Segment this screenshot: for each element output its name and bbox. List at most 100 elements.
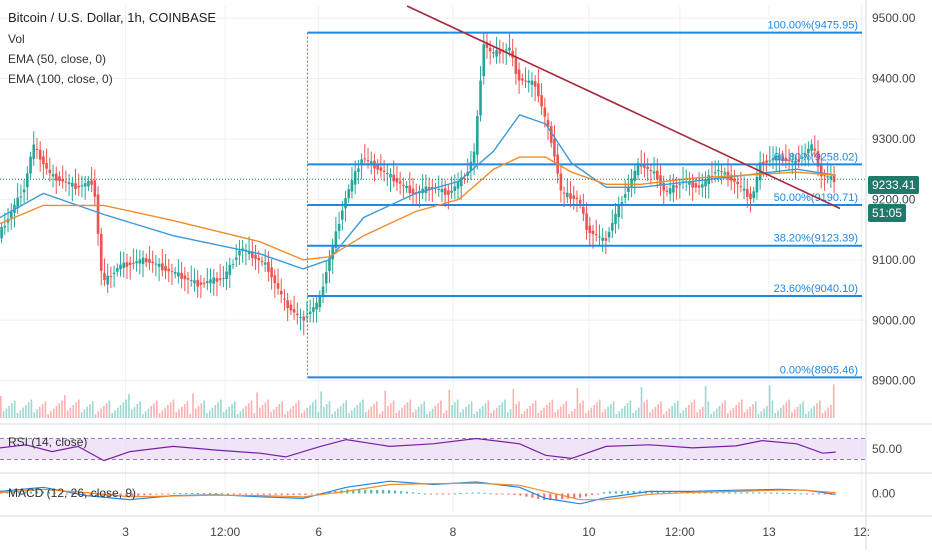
volume-bar — [504, 399, 506, 418]
candle-body — [611, 222, 614, 231]
time-axis-label: 12:00 — [210, 525, 240, 539]
volume-bar — [13, 400, 16, 418]
volume-bar — [571, 411, 573, 418]
volume-bar — [75, 402, 77, 418]
volume-bar — [55, 405, 58, 418]
volume-bar — [763, 408, 765, 418]
candle-body — [778, 154, 781, 161]
volume-bar — [264, 402, 267, 418]
volume-bar — [91, 401, 94, 418]
volume-bar — [181, 406, 183, 418]
volume-bar — [662, 414, 665, 418]
macd-histogram-bar — [149, 493, 152, 495]
volume-legend[interactable]: Vol — [8, 32, 25, 46]
volume-bar — [713, 411, 715, 418]
volume-bar — [242, 408, 244, 418]
volume-bar — [696, 412, 699, 418]
macd-histogram-bar — [698, 492, 701, 494]
candle-body — [427, 187, 431, 191]
candle-body — [784, 157, 788, 162]
candle-body — [228, 264, 232, 275]
volume-bar — [214, 405, 217, 418]
candle-body — [257, 257, 261, 261]
time-axis-label: 8 — [450, 525, 457, 539]
candle-body — [742, 188, 746, 191]
candle-body — [209, 279, 212, 284]
volume-bar — [551, 399, 554, 418]
bar-countdown-tag: 51:05 — [868, 204, 907, 222]
candle-body — [83, 183, 87, 187]
macd-histogram-bar — [364, 489, 367, 494]
candle-body — [109, 276, 113, 278]
volume-bar — [122, 402, 125, 418]
candle-body — [286, 300, 289, 308]
volume-bar — [802, 401, 804, 418]
volume-bar — [401, 407, 403, 418]
macd-histogram-bar — [423, 493, 427, 495]
candle-body — [99, 233, 103, 271]
macd-histogram-bar — [656, 490, 659, 494]
volume-bar — [621, 408, 623, 418]
rsi-legend[interactable]: RSI (14, close) — [8, 435, 88, 449]
volume-bar — [682, 410, 685, 418]
candle-body — [623, 194, 627, 198]
volume-bar — [454, 402, 456, 418]
volume-bar — [596, 402, 598, 418]
candle-body — [495, 50, 498, 57]
macd-histogram-bar — [823, 493, 826, 495]
candle-body — [794, 160, 797, 165]
volume-bar — [568, 414, 570, 418]
candle-body — [273, 275, 277, 284]
candle-body — [116, 268, 119, 272]
macd-histogram-bar — [441, 493, 444, 495]
fib-level-label: 0.00%(8905.46) — [780, 364, 858, 376]
volume-bar — [799, 404, 802, 418]
volume-bar — [830, 405, 832, 418]
ema50-legend[interactable]: EMA (50, close, 0) — [8, 52, 107, 66]
candle-body — [601, 237, 604, 241]
volume-bar — [832, 384, 835, 418]
volume-bar — [707, 401, 710, 418]
candle-body — [51, 174, 55, 177]
volume-bar — [144, 411, 147, 418]
volume-bar — [11, 403, 13, 418]
macd-histogram-bar — [590, 493, 594, 496]
volume-bar — [718, 405, 721, 418]
volume-bar — [743, 412, 746, 418]
volume-bar — [22, 407, 24, 418]
volume-bar — [493, 410, 495, 418]
volume-bar — [345, 400, 348, 418]
macd-legend[interactable]: MACD (12, 26, close, 9) — [8, 486, 137, 500]
volume-bar — [749, 406, 751, 418]
volume-bar — [791, 412, 793, 418]
price-axis-label: 9400.00 — [872, 72, 916, 86]
volume-bar — [649, 412, 651, 418]
macd-histogram-bar — [668, 491, 671, 494]
volume-bar — [440, 400, 442, 418]
volume-bar — [757, 414, 760, 418]
ema100-legend[interactable]: EMA (100, close, 0) — [8, 72, 113, 86]
volume-bar — [142, 414, 144, 418]
volume-bar — [824, 410, 827, 418]
time-axis-label: 13 — [762, 525, 776, 539]
volume-bar — [289, 408, 292, 418]
volume-bar — [233, 401, 236, 418]
candle-body — [180, 272, 183, 279]
candle-body — [279, 290, 283, 295]
volume-bar — [690, 402, 693, 418]
candle-body — [604, 238, 608, 241]
volume-bar — [420, 404, 423, 418]
candle-body — [193, 280, 196, 284]
volume-bar — [782, 405, 785, 418]
candle-body — [341, 210, 344, 220]
volume-bar — [2, 411, 5, 418]
macd-histogram-bar — [101, 493, 104, 497]
volume-bar — [601, 412, 604, 418]
macd-histogram-bar — [417, 492, 421, 494]
volume-bar — [41, 404, 44, 418]
candle-body — [276, 283, 280, 289]
candle-body — [379, 167, 383, 171]
volume-bar — [281, 401, 283, 418]
